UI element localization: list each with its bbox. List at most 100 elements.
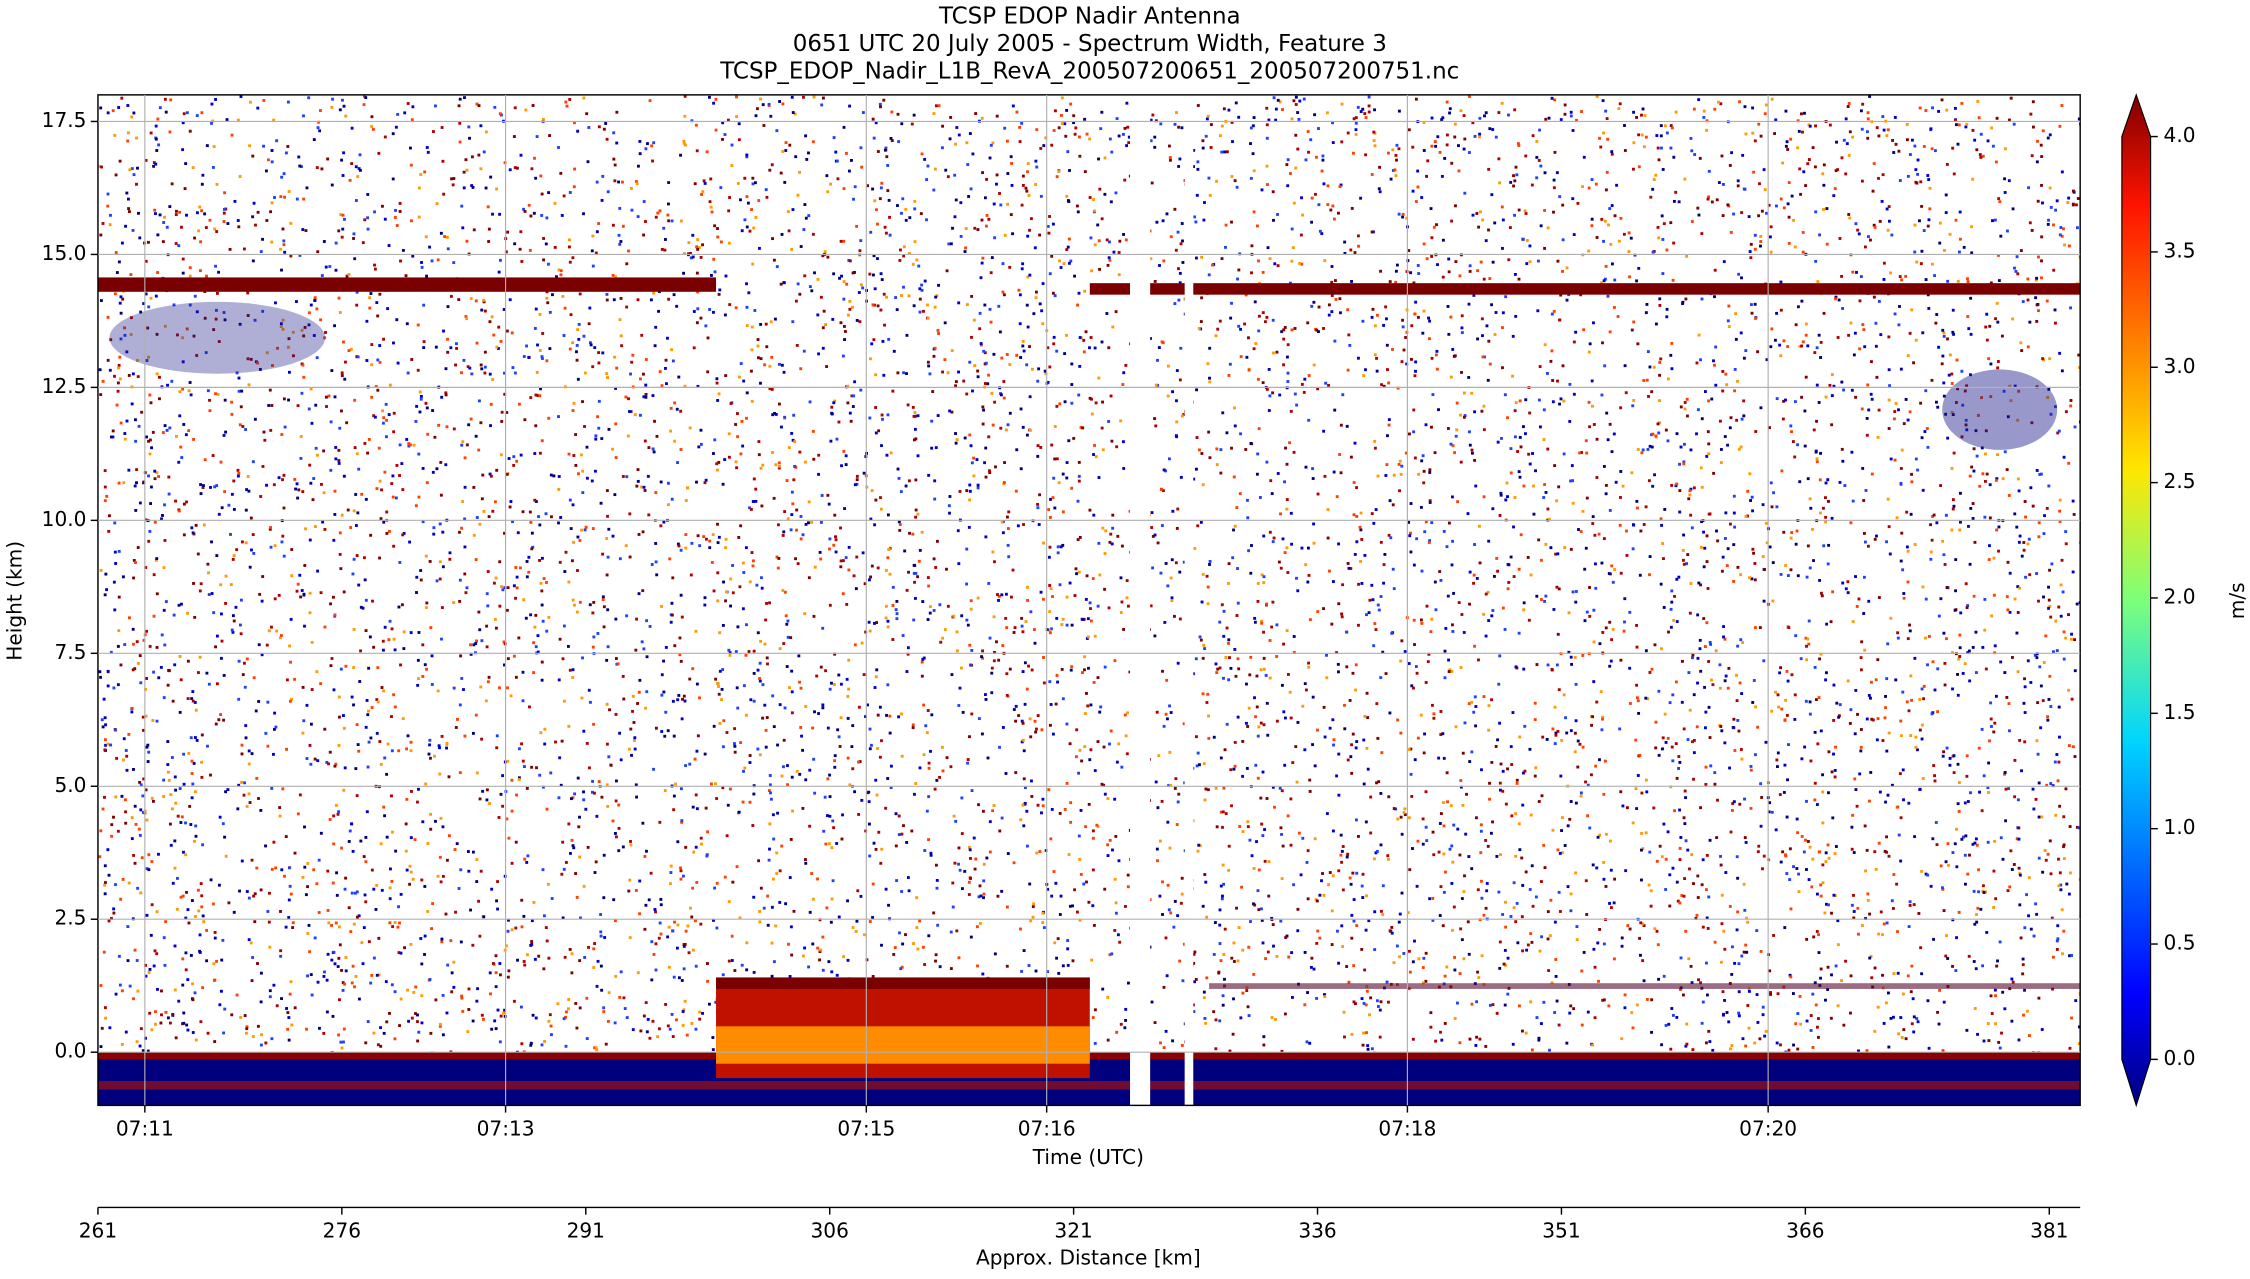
noise-speckle bbox=[1256, 377, 1260, 381]
noise-speckle bbox=[1661, 542, 1665, 545]
noise-speckle bbox=[1822, 163, 1826, 167]
noise-speckle bbox=[916, 414, 920, 418]
noise-speckle bbox=[601, 552, 605, 556]
noise-speckle bbox=[266, 744, 270, 748]
noise-speckle bbox=[494, 576, 498, 580]
noise-speckle bbox=[1674, 680, 1678, 684]
noise-speckle bbox=[1165, 717, 1169, 721]
noise-speckle bbox=[1071, 959, 1075, 963]
noise-speckle bbox=[454, 910, 458, 914]
noise-speckle bbox=[441, 874, 445, 878]
noise-speckle bbox=[651, 159, 654, 163]
noise-speckle bbox=[1430, 521, 1434, 525]
noise-speckle bbox=[99, 984, 103, 987]
noise-speckle bbox=[1379, 269, 1383, 273]
noise-speckle bbox=[109, 213, 112, 217]
noise-speckle bbox=[729, 577, 733, 581]
noise-speckle bbox=[1875, 126, 1879, 130]
noise-speckle bbox=[1899, 734, 1903, 738]
noise-speckle bbox=[1202, 643, 1206, 647]
noise-speckle bbox=[1859, 275, 1863, 278]
noise-speckle bbox=[258, 367, 262, 371]
noise-speckle bbox=[564, 100, 568, 104]
noise-speckle bbox=[595, 984, 599, 988]
noise-speckle bbox=[812, 757, 816, 761]
noise-speckle bbox=[690, 915, 694, 919]
noise-speckle bbox=[932, 557, 936, 561]
noise-speckle bbox=[826, 814, 829, 818]
noise-speckle bbox=[1832, 384, 1836, 388]
noise-speckle bbox=[540, 678, 544, 682]
noise-speckle bbox=[1815, 930, 1819, 933]
noise-speckle bbox=[1761, 867, 1764, 871]
noise-speckle bbox=[1326, 203, 1330, 206]
noise-speckle bbox=[1257, 314, 1261, 318]
noise-speckle bbox=[800, 734, 804, 738]
noise-speckle bbox=[1262, 656, 1266, 660]
noise-speckle bbox=[168, 822, 172, 826]
noise-speckle bbox=[395, 318, 399, 322]
noise-speckle bbox=[1726, 319, 1730, 323]
noise-speckle bbox=[1407, 662, 1411, 665]
noise-speckle bbox=[568, 498, 572, 502]
noise-speckle bbox=[1493, 221, 1497, 225]
noise-speckle bbox=[551, 293, 554, 297]
noise-speckle bbox=[1447, 658, 1451, 662]
noise-speckle bbox=[1678, 760, 1682, 764]
noise-speckle bbox=[1660, 1043, 1664, 1047]
noise-speckle bbox=[1330, 622, 1334, 626]
noise-speckle bbox=[147, 970, 151, 974]
noise-speckle bbox=[1951, 146, 1955, 150]
noise-speckle bbox=[134, 508, 138, 512]
noise-speckle bbox=[176, 333, 179, 337]
noise-speckle bbox=[280, 997, 283, 1001]
noise-speckle bbox=[215, 291, 219, 295]
noise-speckle bbox=[1083, 712, 1087, 715]
noise-speckle bbox=[1262, 630, 1266, 634]
noise-speckle bbox=[1029, 217, 1033, 221]
noise-speckle bbox=[1813, 165, 1817, 169]
noise-speckle bbox=[342, 726, 346, 730]
noise-speckle bbox=[1584, 780, 1587, 784]
noise-speckle bbox=[1881, 115, 1885, 119]
noise-speckle bbox=[282, 172, 286, 176]
noise-speckle bbox=[1872, 223, 1876, 227]
noise-speckle bbox=[851, 305, 854, 309]
noise-speckle bbox=[751, 824, 755, 827]
noise-speckle bbox=[1488, 127, 1492, 131]
noise-speckle bbox=[1336, 662, 1340, 666]
noise-speckle bbox=[1327, 569, 1331, 573]
noise-speckle bbox=[1336, 929, 1339, 933]
noise-speckle bbox=[1292, 651, 1296, 654]
noise-speckle bbox=[155, 372, 159, 376]
noise-speckle bbox=[1278, 100, 1282, 104]
noise-speckle bbox=[1509, 555, 1513, 559]
noise-speckle bbox=[497, 325, 501, 329]
noise-speckle bbox=[1372, 857, 1376, 861]
noise-speckle bbox=[500, 410, 504, 414]
noise-speckle bbox=[1897, 149, 1901, 153]
noise-speckle bbox=[927, 934, 931, 938]
noise-speckle bbox=[127, 374, 131, 377]
noise-speckle bbox=[1392, 961, 1396, 965]
noise-speckle bbox=[352, 232, 356, 236]
noise-speckle bbox=[1301, 704, 1305, 708]
noise-speckle bbox=[118, 301, 122, 305]
noise-speckle bbox=[721, 482, 725, 486]
noise-speckle bbox=[271, 364, 274, 367]
noise-speckle bbox=[2026, 277, 2030, 281]
noise-speckle bbox=[1586, 1010, 1590, 1014]
noise-speckle bbox=[2035, 469, 2039, 472]
noise-speckle bbox=[1557, 688, 1561, 692]
noise-speckle bbox=[343, 766, 347, 770]
noise-speckle bbox=[1847, 213, 1851, 216]
noise-speckle bbox=[1069, 259, 1073, 263]
noise-speckle bbox=[1707, 399, 1711, 403]
noise-speckle bbox=[259, 808, 263, 812]
noise-speckle bbox=[596, 632, 600, 635]
noise-speckle bbox=[2019, 936, 2023, 940]
noise-speckle bbox=[99, 675, 102, 679]
noise-speckle bbox=[617, 849, 621, 853]
noise-speckle bbox=[1396, 386, 1400, 390]
noise-speckle bbox=[1606, 294, 1610, 298]
